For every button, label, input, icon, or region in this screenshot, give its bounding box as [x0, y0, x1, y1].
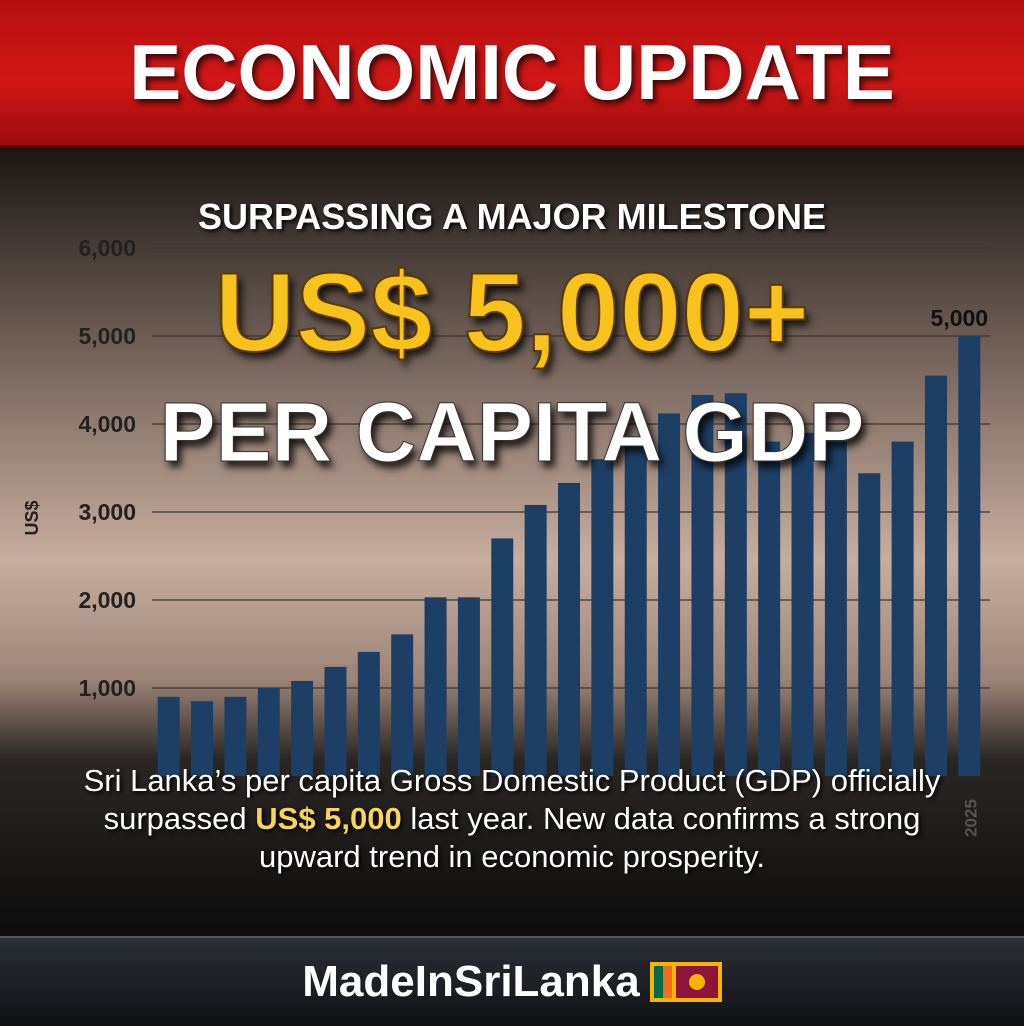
- bar: [758, 441, 781, 776]
- bar: [524, 504, 547, 776]
- y-tick-label: 5,000: [78, 323, 136, 349]
- value-label: 5,000: [931, 305, 989, 331]
- bar: [191, 701, 214, 776]
- bar: [824, 441, 847, 776]
- bar: [724, 393, 747, 776]
- y-tick-label: 2,000: [78, 587, 136, 613]
- bar: [958, 336, 981, 776]
- bar: [658, 413, 681, 776]
- description-text: last year. New data confirms a strong up…: [258, 801, 921, 874]
- bar: [858, 473, 881, 776]
- description-text: Sri Lanka’s per capita Gross Domestic Pr…: [83, 763, 941, 836]
- y-axis-label: US$: [22, 500, 42, 535]
- bar: [591, 459, 614, 776]
- flag-icon: [649, 962, 722, 1002]
- kicker: SURPASSING A MAJOR MILESTONE: [197, 196, 827, 237]
- bar: [157, 696, 180, 776]
- y-tick-label: 6,000: [78, 235, 136, 261]
- footer: MadeInSriLanka: [0, 936, 1024, 1026]
- bar: [558, 482, 580, 776]
- description-highlight: US$ 5,000: [255, 801, 402, 836]
- bar: [391, 634, 414, 776]
- bar: [891, 441, 914, 776]
- header: ECONOMIC UPDATE: [0, 0, 1024, 148]
- y-tick-label: 4,000: [78, 411, 136, 437]
- brand: MadeInSriLanka: [302, 957, 640, 1006]
- bar: [624, 441, 647, 776]
- bar: [291, 680, 314, 776]
- headline-subject: PER CAPITA GDP: [159, 385, 865, 480]
- y-tick-label: 3,000: [78, 499, 136, 525]
- x-tick-label: 2025: [961, 799, 980, 837]
- headline-amount: US$ 5,000+: [214, 249, 811, 376]
- description: Sri Lanka’s per capita Gross Domestic Pr…: [52, 762, 972, 876]
- header-title: ECONOMIC UPDATE: [129, 28, 895, 116]
- bar: [691, 394, 714, 776]
- bar: [457, 597, 480, 776]
- bar: [324, 666, 347, 776]
- bar: [491, 538, 514, 776]
- y-tick-label: 1,000: [78, 675, 136, 701]
- bar: [924, 375, 947, 776]
- bar: [224, 696, 247, 776]
- bar: [424, 597, 447, 776]
- bar: [791, 432, 814, 776]
- bar: [257, 688, 280, 776]
- bar: [357, 651, 380, 776]
